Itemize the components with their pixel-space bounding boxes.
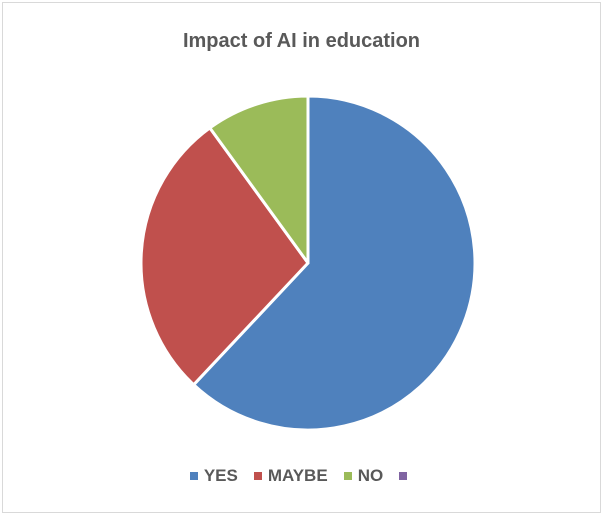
legend: YES MAYBE NO <box>0 466 603 486</box>
pie-slice-maybe <box>139 126 310 387</box>
legend-swatch <box>189 472 198 480</box>
pie-slice-no <box>208 94 310 265</box>
legend-swatch <box>343 472 352 480</box>
legend-swatch <box>253 472 262 480</box>
pie-slice-yes <box>192 94 477 432</box>
legend-item-series-4 <box>399 472 413 480</box>
chart-title: Impact of AI in education <box>182 30 421 52</box>
legend-item-maybe: MAYBE <box>253 466 328 486</box>
legend-label: MAYBE <box>267 466 328 485</box>
legend-item-no: NO <box>343 466 384 486</box>
legend-label: YES <box>203 466 238 485</box>
legend-swatch <box>399 472 408 480</box>
legend-label: NO <box>357 466 384 485</box>
legend-item-yes: YES <box>189 466 238 486</box>
